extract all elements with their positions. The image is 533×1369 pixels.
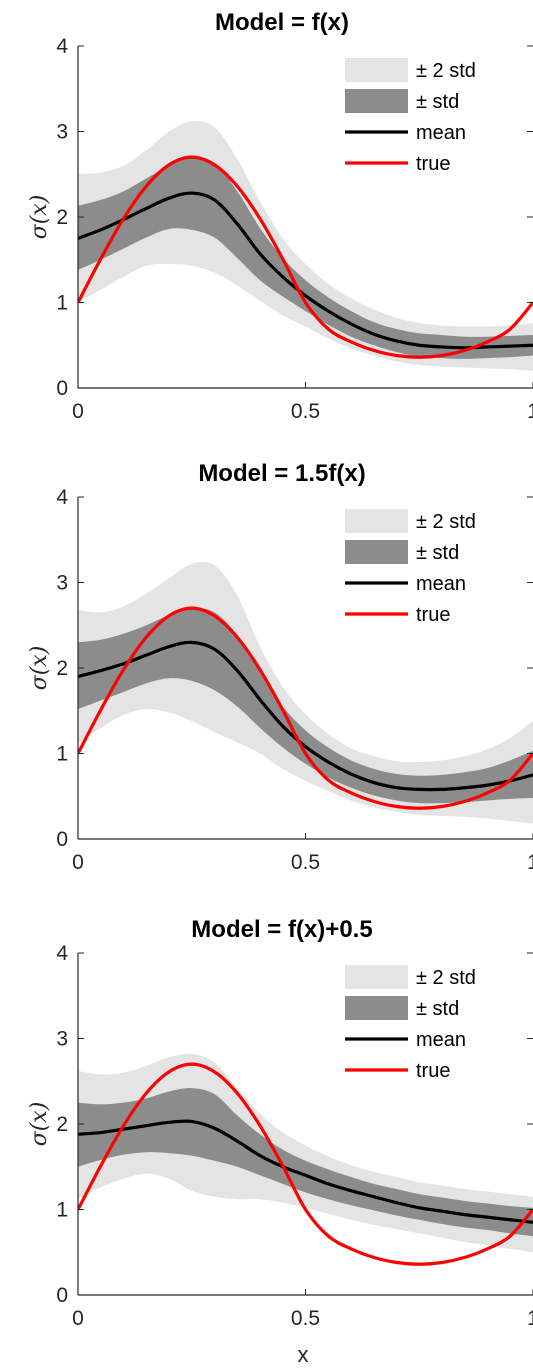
y-tick-label: 2 [56, 1113, 68, 1136]
legend-swatch-1std [345, 996, 408, 1020]
y-axis-label: σ(x) [27, 646, 52, 691]
legend-label: ± 2 std [416, 60, 476, 82]
y-tick-label: 1 [56, 292, 68, 315]
plot-area [78, 120, 533, 371]
legend-label: true [416, 153, 450, 175]
chart-panel-3: Model = f(x)+0.5 0 1 2 3 4 0 0.5 1 σ(x) ± 2 std ± s… [27, 916, 533, 1330]
legend-label: mean [416, 122, 466, 144]
y-tick-label: 2 [56, 206, 68, 229]
y-tick-label: 4 [56, 35, 68, 58]
y-tick-label: 4 [56, 486, 68, 509]
legend-label: true [416, 1060, 450, 1082]
chart-title: Model = f(x)+0.5 [191, 916, 372, 943]
chart-panel-2: Model = 1.5f(x) 0 1 2 3 4 0 0.5 1 σ(x) ± 2 std ± st… [27, 460, 533, 874]
legend-label: mean [416, 573, 466, 595]
legend-label: ± 2 std [416, 511, 476, 533]
y-tick-label: 0 [56, 377, 68, 400]
plot-area [78, 561, 533, 824]
x-axis-label: x [298, 1342, 309, 1367]
plot-area [78, 1053, 533, 1266]
legend-swatch-2std [345, 509, 408, 533]
series-mean-line [78, 640, 533, 792]
legend-label: ± std [416, 91, 459, 113]
x-tick-label: 0 [72, 400, 84, 423]
legend-label: true [416, 604, 450, 626]
x-tick-label: 0.5 [291, 400, 320, 423]
series-true-line [78, 606, 533, 810]
panels: Model = f(x) 0 1 2 3 4 0 0.5 1 σ(x) ± 2 std ± std me… [27, 9, 533, 1330]
legend-swatch-2std [345, 58, 408, 82]
x-tick-label: 0 [72, 1307, 84, 1330]
series-mean-line [78, 1119, 533, 1224]
chart-title: Model = f(x) [215, 9, 349, 36]
series-true-line [78, 155, 533, 359]
band-1std [78, 607, 533, 804]
band-1std [78, 1088, 533, 1237]
series-true-line [78, 1062, 533, 1266]
legend-swatch-1std [345, 89, 408, 113]
x-tick-label: 0.5 [291, 851, 320, 874]
legend-label: ± std [416, 998, 459, 1020]
legend-label: ± std [416, 542, 459, 564]
legend: ± 2 std ± std mean true [345, 58, 476, 175]
legend-label: mean [416, 1029, 466, 1051]
y-tick-label: 0 [56, 828, 68, 851]
y-tick-label: 3 [56, 572, 68, 595]
x-tick-label: 1 [527, 400, 533, 423]
series-mean-line [78, 191, 533, 350]
chart-panel-1: Model = f(x) 0 1 2 3 4 0 0.5 1 σ(x) ± 2 std ± std me… [27, 9, 533, 423]
legend-swatch-1std [345, 540, 408, 564]
y-tick-label: 1 [56, 743, 68, 766]
y-tick-label: 3 [56, 121, 68, 144]
legend-label: ± 2 std [416, 967, 476, 989]
y-axis-label: σ(x) [27, 1102, 52, 1147]
legend-swatch-2std [345, 965, 408, 989]
y-tick-label: 1 [56, 1199, 68, 1222]
legend: ± 2 std ± std mean true [345, 509, 476, 626]
y-axis-label: σ(x) [27, 195, 52, 240]
x-tick-label: 0 [72, 851, 84, 874]
band-1std [78, 157, 533, 359]
chart-title: Model = 1.5f(x) [198, 460, 365, 487]
x-tick-label: 1 [527, 1307, 533, 1330]
legend: ± 2 std ± std mean true [345, 965, 476, 1082]
y-tick-label: 4 [56, 942, 68, 965]
y-tick-label: 2 [56, 657, 68, 680]
x-tick-label: 0.5 [291, 1307, 320, 1330]
band-2std [78, 120, 533, 371]
y-tick-label: 0 [56, 1284, 68, 1307]
x-tick-label: 1 [527, 851, 533, 874]
y-tick-label: 3 [56, 1028, 68, 1051]
